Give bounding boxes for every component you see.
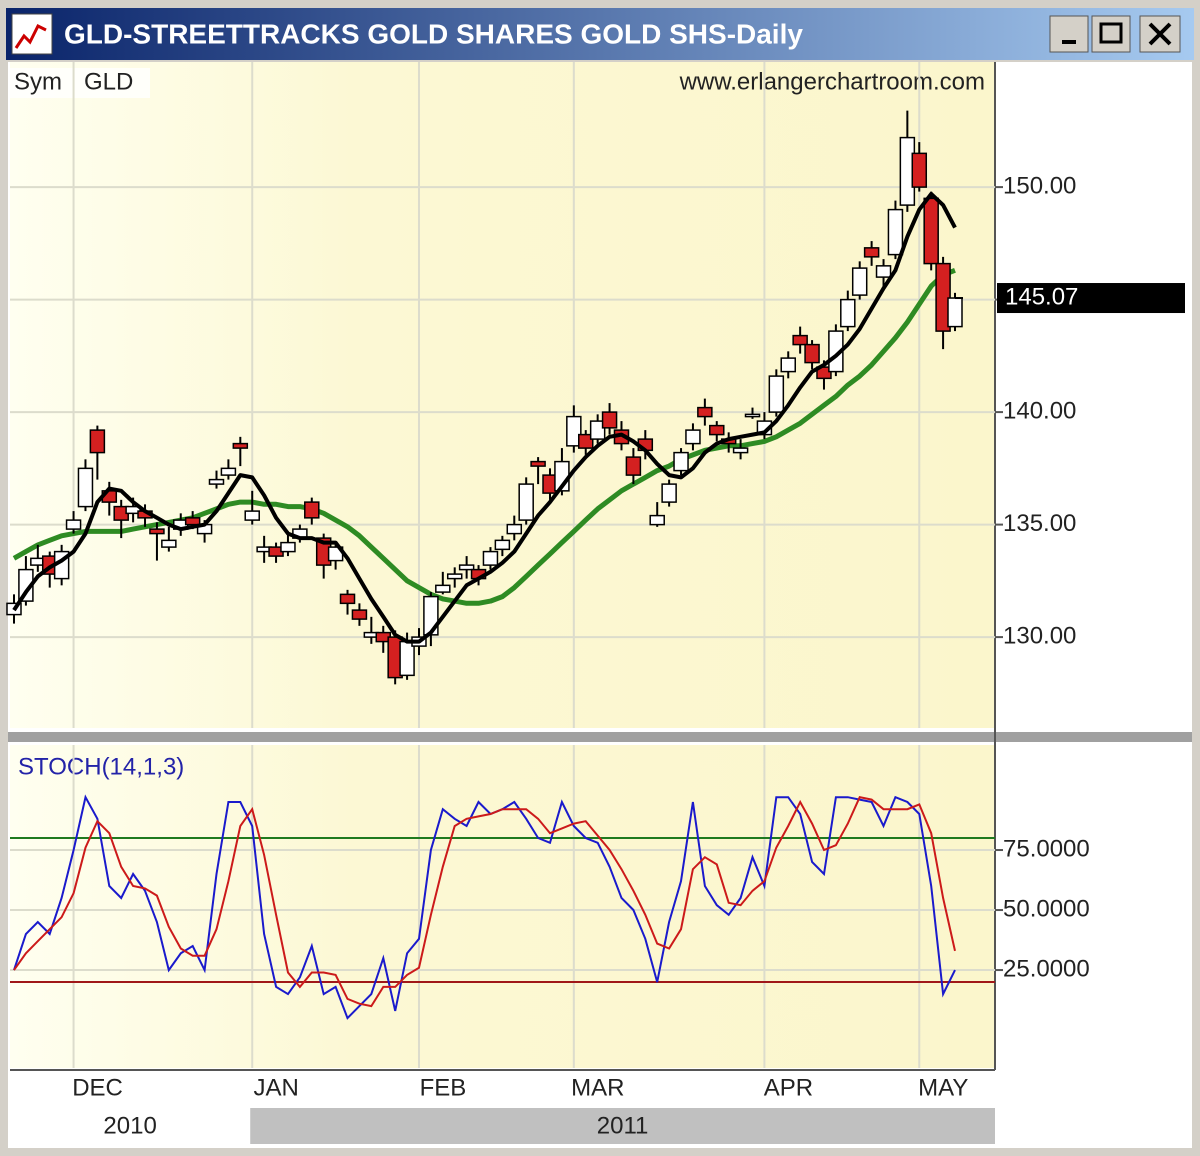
candle-body <box>685 429 701 445</box>
candle-body <box>589 420 606 440</box>
x-tick-label: MAR <box>571 1074 624 1101</box>
candle-body <box>625 456 642 476</box>
candle-body <box>744 413 761 418</box>
symbol-box <box>10 68 150 98</box>
candle-body <box>339 593 356 605</box>
stoch-panel <box>10 745 995 1068</box>
y-tick-label: 75.0000 <box>1003 835 1090 862</box>
candle-body <box>304 501 320 519</box>
year-label: 2011 <box>597 1112 649 1139</box>
maximize-button[interactable] <box>1091 15 1131 53</box>
candle-body <box>780 357 796 373</box>
y-tick-label: 140.00 <box>1003 397 1076 424</box>
y-tick-label: 25.0000 <box>1003 955 1090 982</box>
candle-body <box>887 208 904 256</box>
window-title: GLD-STREETTRACKS GOLD SHARES GOLD SHS-Da… <box>64 18 803 49</box>
candle-body <box>220 467 237 476</box>
candle-body <box>601 411 618 429</box>
candle-body <box>125 505 141 515</box>
x-tick-label: JAN <box>254 1074 299 1101</box>
candle-body <box>577 433 594 449</box>
y-tick-label: 50.0000 <box>1003 895 1090 922</box>
stoch-title: STOCH(14,1,3) <box>18 753 184 780</box>
price-panel <box>10 62 995 728</box>
stoch-line <box>13 796 956 1008</box>
candle-body <box>482 550 499 566</box>
candle-body <box>184 517 201 526</box>
candle-body <box>506 523 523 535</box>
stoch-line <box>13 794 956 1020</box>
candle-body <box>566 415 582 447</box>
candle-body <box>446 573 463 580</box>
candle-body <box>947 297 963 328</box>
y-tick-label: 130.00 <box>1003 622 1076 649</box>
candle-body <box>851 267 868 296</box>
candle-body <box>458 564 475 571</box>
candle-body <box>65 519 82 530</box>
app-icon <box>11 13 53 55</box>
candle-body <box>709 424 725 436</box>
candle-body <box>518 483 534 521</box>
x-tick-label: APR <box>764 1074 813 1101</box>
year-label: 2010 <box>103 1112 156 1139</box>
marks: DEC JAN FEB MAR APR MAY 2010 2011 130.00 135.00 14… <box>6 62 1185 1144</box>
close-glyph <box>1148 22 1172 46</box>
candle-body <box>923 197 939 265</box>
candle-body <box>697 406 713 418</box>
year-band <box>10 1108 251 1144</box>
minimize-button[interactable] <box>1049 15 1089 53</box>
candle-body <box>840 298 856 328</box>
grid <box>10 62 995 1068</box>
app-icon-glyph <box>14 23 47 49</box>
last-price-label: 145.07 <box>1005 283 1078 310</box>
candle-body <box>661 483 677 503</box>
last-price-box <box>997 283 1185 314</box>
x-tick-label: MAY <box>918 1074 968 1101</box>
candle-body <box>244 510 260 521</box>
x-tick-label: FEB <box>420 1074 467 1101</box>
candle-body <box>673 451 689 472</box>
candle-body <box>161 539 177 548</box>
candle-body <box>89 429 106 454</box>
candle-body <box>804 343 820 364</box>
maximize-glyph <box>1099 22 1123 44</box>
symbol: GLD <box>84 68 133 95</box>
candle-body <box>351 609 368 620</box>
y-tick-label: 135.00 <box>1003 510 1076 537</box>
candle-body <box>494 539 511 551</box>
window-buttons[interactable] <box>1049 15 1181 53</box>
candle-body <box>732 447 749 454</box>
candle-body <box>280 541 296 553</box>
candle-body <box>875 265 892 278</box>
candle-body <box>792 334 808 346</box>
candle-body <box>208 478 225 485</box>
symbol-label: Sym <box>14 68 62 95</box>
candle-body <box>77 467 94 508</box>
y-tick-label: 150.00 <box>1003 172 1076 199</box>
candle-body <box>149 528 165 535</box>
candle-body <box>768 375 785 413</box>
candle-body <box>649 514 665 526</box>
source: www.erlangerchartroom.com <box>679 68 985 95</box>
minimize-glyph <box>1062 40 1076 44</box>
moving-average <box>12 191 957 644</box>
x-tick-label: DEC <box>72 1074 123 1101</box>
title-bar <box>6 8 1194 60</box>
year-band <box>250 1108 995 1144</box>
candle-body <box>911 152 928 188</box>
moving-average <box>12 267 956 606</box>
panel-divider <box>8 732 1192 742</box>
candle-body <box>232 442 249 449</box>
candle-body <box>530 460 546 467</box>
candle-body <box>863 247 880 258</box>
candle-body <box>435 584 451 593</box>
